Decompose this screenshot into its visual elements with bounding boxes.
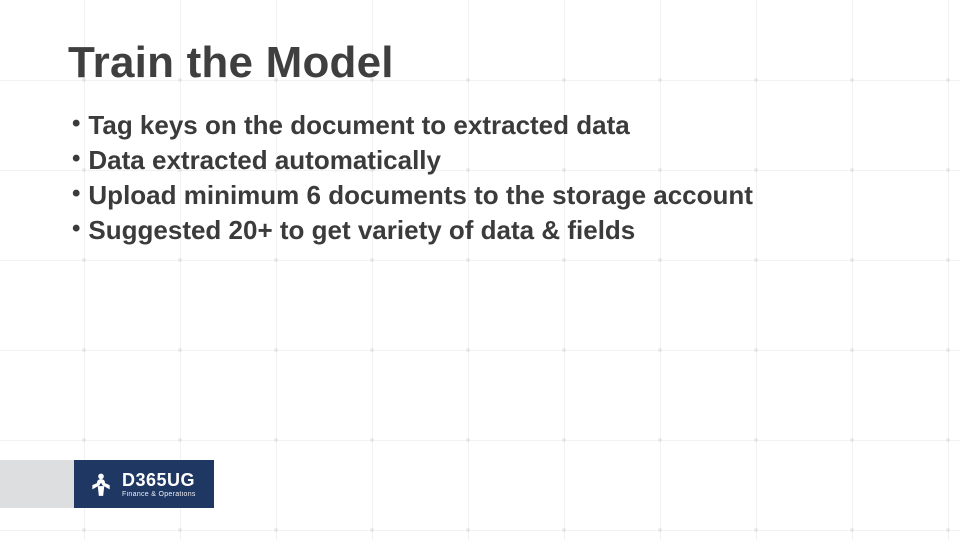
logo-mark-icon	[88, 471, 114, 497]
footer: D365UG Finance & Operations	[0, 460, 214, 508]
bullet-dot-icon: •	[72, 213, 80, 245]
bullet-text: Tag keys on the document to extracted da…	[88, 108, 629, 143]
logo-main-text: D365UG	[122, 471, 196, 489]
bullet-dot-icon: •	[72, 143, 80, 175]
footer-accent-bar	[0, 460, 74, 508]
bullet-text: Data extracted automatically	[88, 143, 441, 178]
logo-text: D365UG Finance & Operations	[122, 471, 196, 498]
slide-title: Train the Model	[68, 38, 900, 88]
bullet-item: • Tag keys on the document to extracted …	[72, 108, 900, 143]
slide-content: Train the Model • Tag keys on the docume…	[0, 0, 960, 540]
logo-badge: D365UG Finance & Operations	[74, 460, 214, 508]
bullet-text: Upload minimum 6 documents to the storag…	[88, 178, 753, 213]
logo-sub-text: Finance & Operations	[122, 491, 196, 498]
bullet-dot-icon: •	[72, 178, 80, 210]
bullet-item: • Upload minimum 6 documents to the stor…	[72, 178, 900, 213]
bullet-dot-icon: •	[72, 108, 80, 140]
bullet-list: • Tag keys on the document to extracted …	[68, 108, 900, 248]
bullet-text: Suggested 20+ to get variety of data & f…	[88, 213, 635, 248]
bullet-item: • Data extracted automatically	[72, 143, 900, 178]
bullet-item: • Suggested 20+ to get variety of data &…	[72, 213, 900, 248]
